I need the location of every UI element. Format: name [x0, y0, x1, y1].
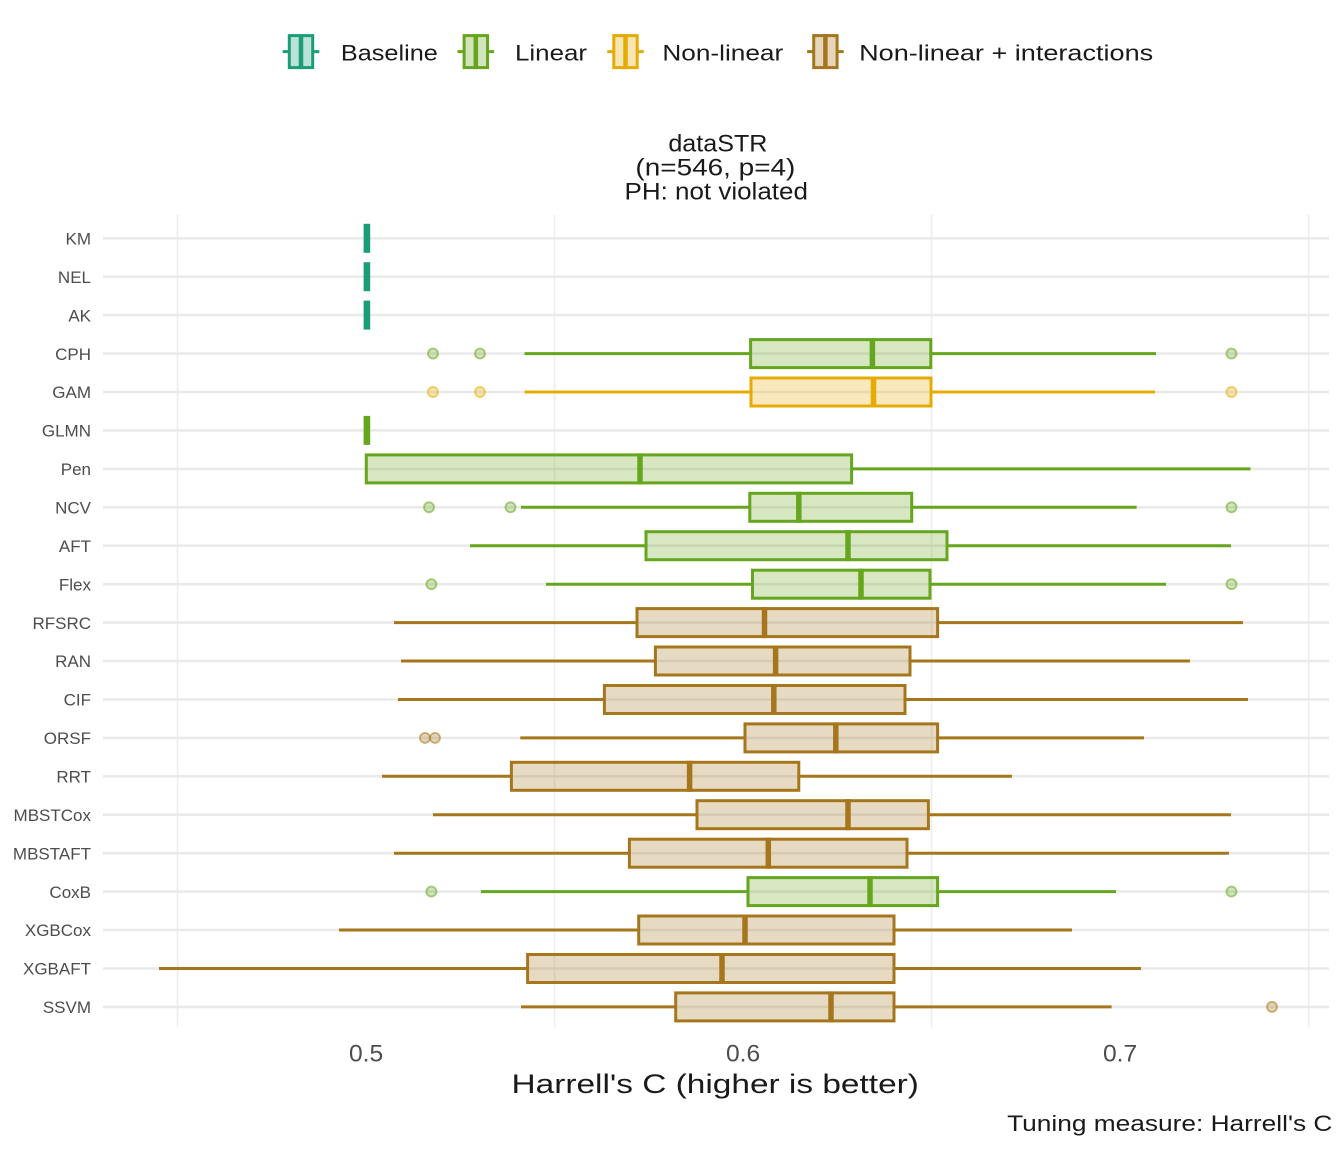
svg-text:AK: AK [68, 306, 91, 325]
svg-text:CPH: CPH [55, 345, 91, 364]
svg-text:Baseline: Baseline [341, 41, 438, 66]
svg-text:0.6: 0.6 [726, 1040, 760, 1067]
svg-text:0.5: 0.5 [349, 1040, 383, 1067]
svg-text:Non-linear + interactions: Non-linear + interactions [859, 41, 1153, 66]
svg-text:RFSRC: RFSRC [32, 614, 91, 633]
svg-text:SSVM: SSVM [43, 998, 91, 1017]
svg-text:KM: KM [66, 230, 92, 249]
svg-text:Harrell's C (higher is better): Harrell's C (higher is better) [512, 1069, 919, 1099]
svg-text:XGBAFT: XGBAFT [23, 960, 91, 979]
svg-text:ORSF: ORSF [44, 729, 91, 748]
svg-text:Pen: Pen [61, 460, 91, 479]
svg-text:AFT: AFT [59, 537, 91, 556]
svg-text:GLMN: GLMN [42, 422, 91, 441]
svg-text:Linear: Linear [515, 41, 587, 66]
svg-text:RRT: RRT [56, 768, 91, 787]
svg-text:NCV: NCV [55, 499, 92, 518]
svg-text:CIF: CIF [64, 691, 91, 710]
svg-text:Flex: Flex [59, 575, 92, 594]
svg-text:0.7: 0.7 [1103, 1040, 1137, 1067]
svg-text:(n=546, p=4): (n=546, p=4) [635, 154, 795, 181]
svg-text:dataSTR: dataSTR [668, 131, 767, 158]
svg-text:NEL: NEL [58, 268, 91, 287]
svg-text:CoxB: CoxB [49, 883, 91, 902]
svg-text:XGBCox: XGBCox [25, 921, 92, 940]
svg-text:Tuning measure: Harrell's C: Tuning measure: Harrell's C [1007, 1111, 1332, 1136]
svg-text:Non-linear: Non-linear [662, 41, 783, 66]
svg-text:MBSTAFT: MBSTAFT [13, 844, 91, 863]
svg-text:PH: not violated: PH: not violated [625, 178, 808, 205]
svg-text:MBSTCox: MBSTCox [14, 806, 92, 825]
svg-text:RAN: RAN [55, 652, 91, 671]
svg-text:GAM: GAM [52, 383, 91, 402]
